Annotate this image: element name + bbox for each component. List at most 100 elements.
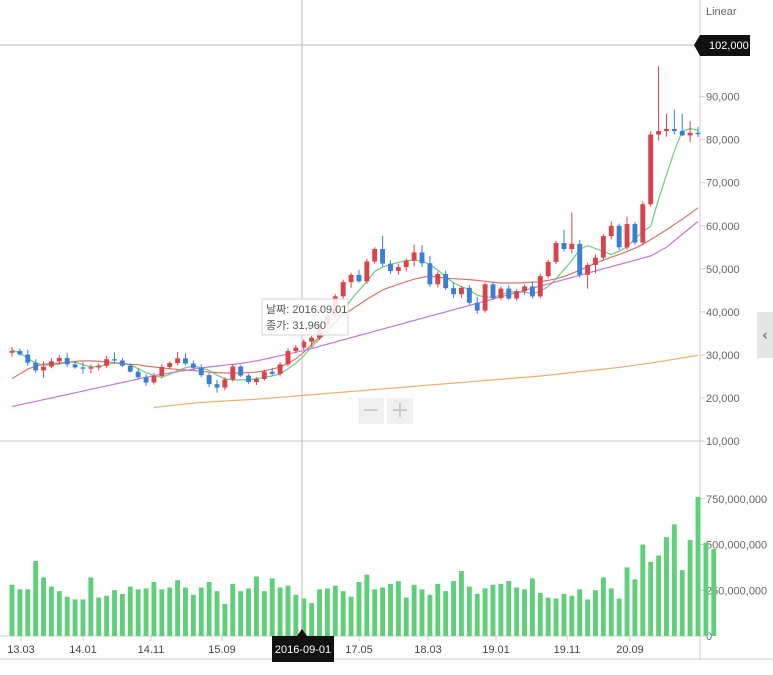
candle-body	[482, 284, 488, 311]
ma60-line	[11, 221, 699, 408]
volume-bar	[656, 555, 662, 636]
candle-body	[443, 273, 449, 289]
zoom-in-button[interactable]: +	[387, 398, 413, 424]
volume-bar	[159, 589, 165, 636]
volume-tick-label-0: 0	[706, 631, 712, 643]
volume-bar	[529, 578, 535, 636]
candle	[695, 126, 701, 138]
candle	[624, 216, 630, 250]
candle-body	[427, 263, 433, 285]
candle	[474, 296, 480, 315]
candle	[104, 355, 110, 368]
candle-body	[498, 288, 504, 299]
candle-body	[616, 225, 622, 248]
candle-body	[112, 359, 117, 361]
ma120-line	[153, 354, 699, 408]
candle	[80, 362, 86, 374]
candle-body	[451, 288, 457, 295]
volume-bar	[222, 603, 228, 636]
candle	[190, 360, 196, 370]
volume-bar	[695, 496, 701, 636]
candle-body	[151, 376, 157, 383]
candle	[356, 269, 362, 283]
volume-bar	[664, 537, 669, 636]
candle	[269, 367, 275, 376]
candle-body	[253, 379, 259, 383]
candle-body	[183, 358, 188, 364]
volume-bar	[143, 588, 149, 636]
volume-bar	[648, 561, 654, 636]
candle-body	[545, 261, 551, 277]
candle-body	[269, 371, 275, 374]
volume-bar	[569, 595, 575, 636]
volume-bar	[96, 597, 102, 636]
candle-body	[632, 224, 638, 243]
volume-bar	[537, 592, 543, 636]
candle-body	[238, 366, 244, 376]
candle-body	[293, 347, 299, 352]
candle	[206, 372, 212, 388]
volume-bar	[593, 590, 598, 636]
volume-bar	[482, 588, 488, 636]
candle-body	[175, 358, 181, 364]
candle	[230, 363, 236, 382]
candle-body	[553, 243, 559, 262]
volume-series	[9, 496, 717, 636]
volume-bar	[332, 585, 338, 636]
candle-body	[506, 288, 512, 299]
candle	[198, 364, 204, 378]
volume-bar	[253, 576, 259, 636]
candle	[151, 372, 157, 385]
price-tick-label-2: 30,000	[706, 350, 740, 362]
candle-body	[222, 379, 228, 388]
candle-body	[569, 243, 575, 250]
candle-body	[411, 252, 417, 261]
candle-body	[577, 243, 583, 275]
price-axis-ticks: 10,000 20,000 30,000 40,000 50,000 60,000 70,0…	[700, 92, 740, 448]
candle	[135, 368, 141, 380]
candle	[293, 345, 299, 353]
candle	[25, 349, 31, 366]
moving-average-lines	[11, 127, 699, 408]
volume-bar	[419, 589, 425, 636]
candle	[569, 212, 575, 254]
volume-bar	[671, 524, 677, 636]
volume-bar	[403, 597, 409, 636]
candle-body	[600, 236, 606, 258]
volume-bar	[246, 588, 251, 636]
candle	[9, 347, 15, 357]
candle	[593, 254, 598, 274]
volume-bar	[151, 582, 157, 636]
zoom-out-button[interactable]: −	[358, 398, 384, 424]
candle-body	[72, 364, 78, 368]
volume-bar	[206, 582, 212, 636]
candle	[309, 335, 315, 347]
candle	[632, 221, 638, 245]
candle	[427, 255, 433, 287]
candle	[238, 365, 244, 377]
scale-type-label[interactable]: Linear	[706, 6, 737, 18]
date-tick-label-8: 19.11	[554, 644, 581, 656]
candle	[687, 121, 693, 142]
candle	[364, 258, 370, 284]
candle-body	[230, 366, 236, 380]
candle	[537, 273, 543, 299]
candle	[246, 373, 251, 385]
candle-body	[593, 257, 598, 265]
candle-body	[96, 365, 102, 368]
volume-bar	[356, 582, 362, 636]
candle-body	[608, 225, 614, 237]
candle	[522, 284, 527, 295]
side-panel-toggle[interactable]: ‹	[757, 312, 773, 358]
candle-body	[277, 364, 283, 374]
volume-bar	[230, 583, 236, 636]
volume-bar	[309, 603, 315, 636]
tooltip-close: 종가: 31,960	[266, 319, 326, 332]
volume-bar	[25, 589, 31, 636]
volume-bar	[498, 583, 504, 636]
candlestick-series	[9, 66, 701, 393]
candle	[466, 285, 472, 305]
volume-bar	[411, 584, 417, 636]
